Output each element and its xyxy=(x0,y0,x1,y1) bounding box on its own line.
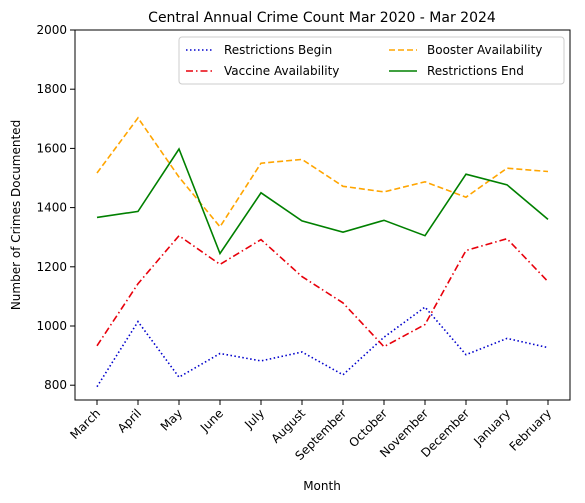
x-tick-label: May xyxy=(158,406,185,433)
legend: Restrictions Begin Vaccine Availability Bo… xyxy=(178,36,565,85)
x-axis-label: Month xyxy=(303,479,341,493)
chart-title: Central Annual Crime Count Mar 2020 - Ma… xyxy=(148,10,496,26)
legend-label: Restrictions Begin xyxy=(224,43,332,57)
series-line-restrictions-begin xyxy=(96,306,549,388)
series-line-restrictions-end xyxy=(96,147,549,256)
legend-label: Restrictions End xyxy=(427,64,524,78)
y-tick-label: 1800 xyxy=(36,82,67,96)
x-tick-label: July xyxy=(241,406,267,432)
legend-label: Vaccine Availability xyxy=(224,64,339,78)
series-line-vaccine-availability xyxy=(96,234,549,348)
y-axis-label: Number of Crimes Documented xyxy=(9,120,23,310)
y-tick-label: 800 xyxy=(44,378,67,392)
y-tick-label: 2000 xyxy=(36,23,67,37)
x-tick-label: April xyxy=(115,406,144,435)
plot-frame xyxy=(74,29,571,401)
x-tick-label: August xyxy=(269,406,309,446)
x-tick-label: June xyxy=(197,406,226,435)
y-tick-label: 1200 xyxy=(36,260,67,274)
x-tick-label: March xyxy=(67,406,103,442)
series-line-booster-availability xyxy=(96,116,549,229)
legend-label: Booster Availability xyxy=(427,43,542,57)
y-tick-label: 1000 xyxy=(36,319,67,333)
y-tick-label: 1600 xyxy=(36,141,67,155)
legend-box xyxy=(178,36,565,85)
y-tick-label: 1400 xyxy=(36,201,67,215)
x-tick-label: February xyxy=(507,406,555,454)
